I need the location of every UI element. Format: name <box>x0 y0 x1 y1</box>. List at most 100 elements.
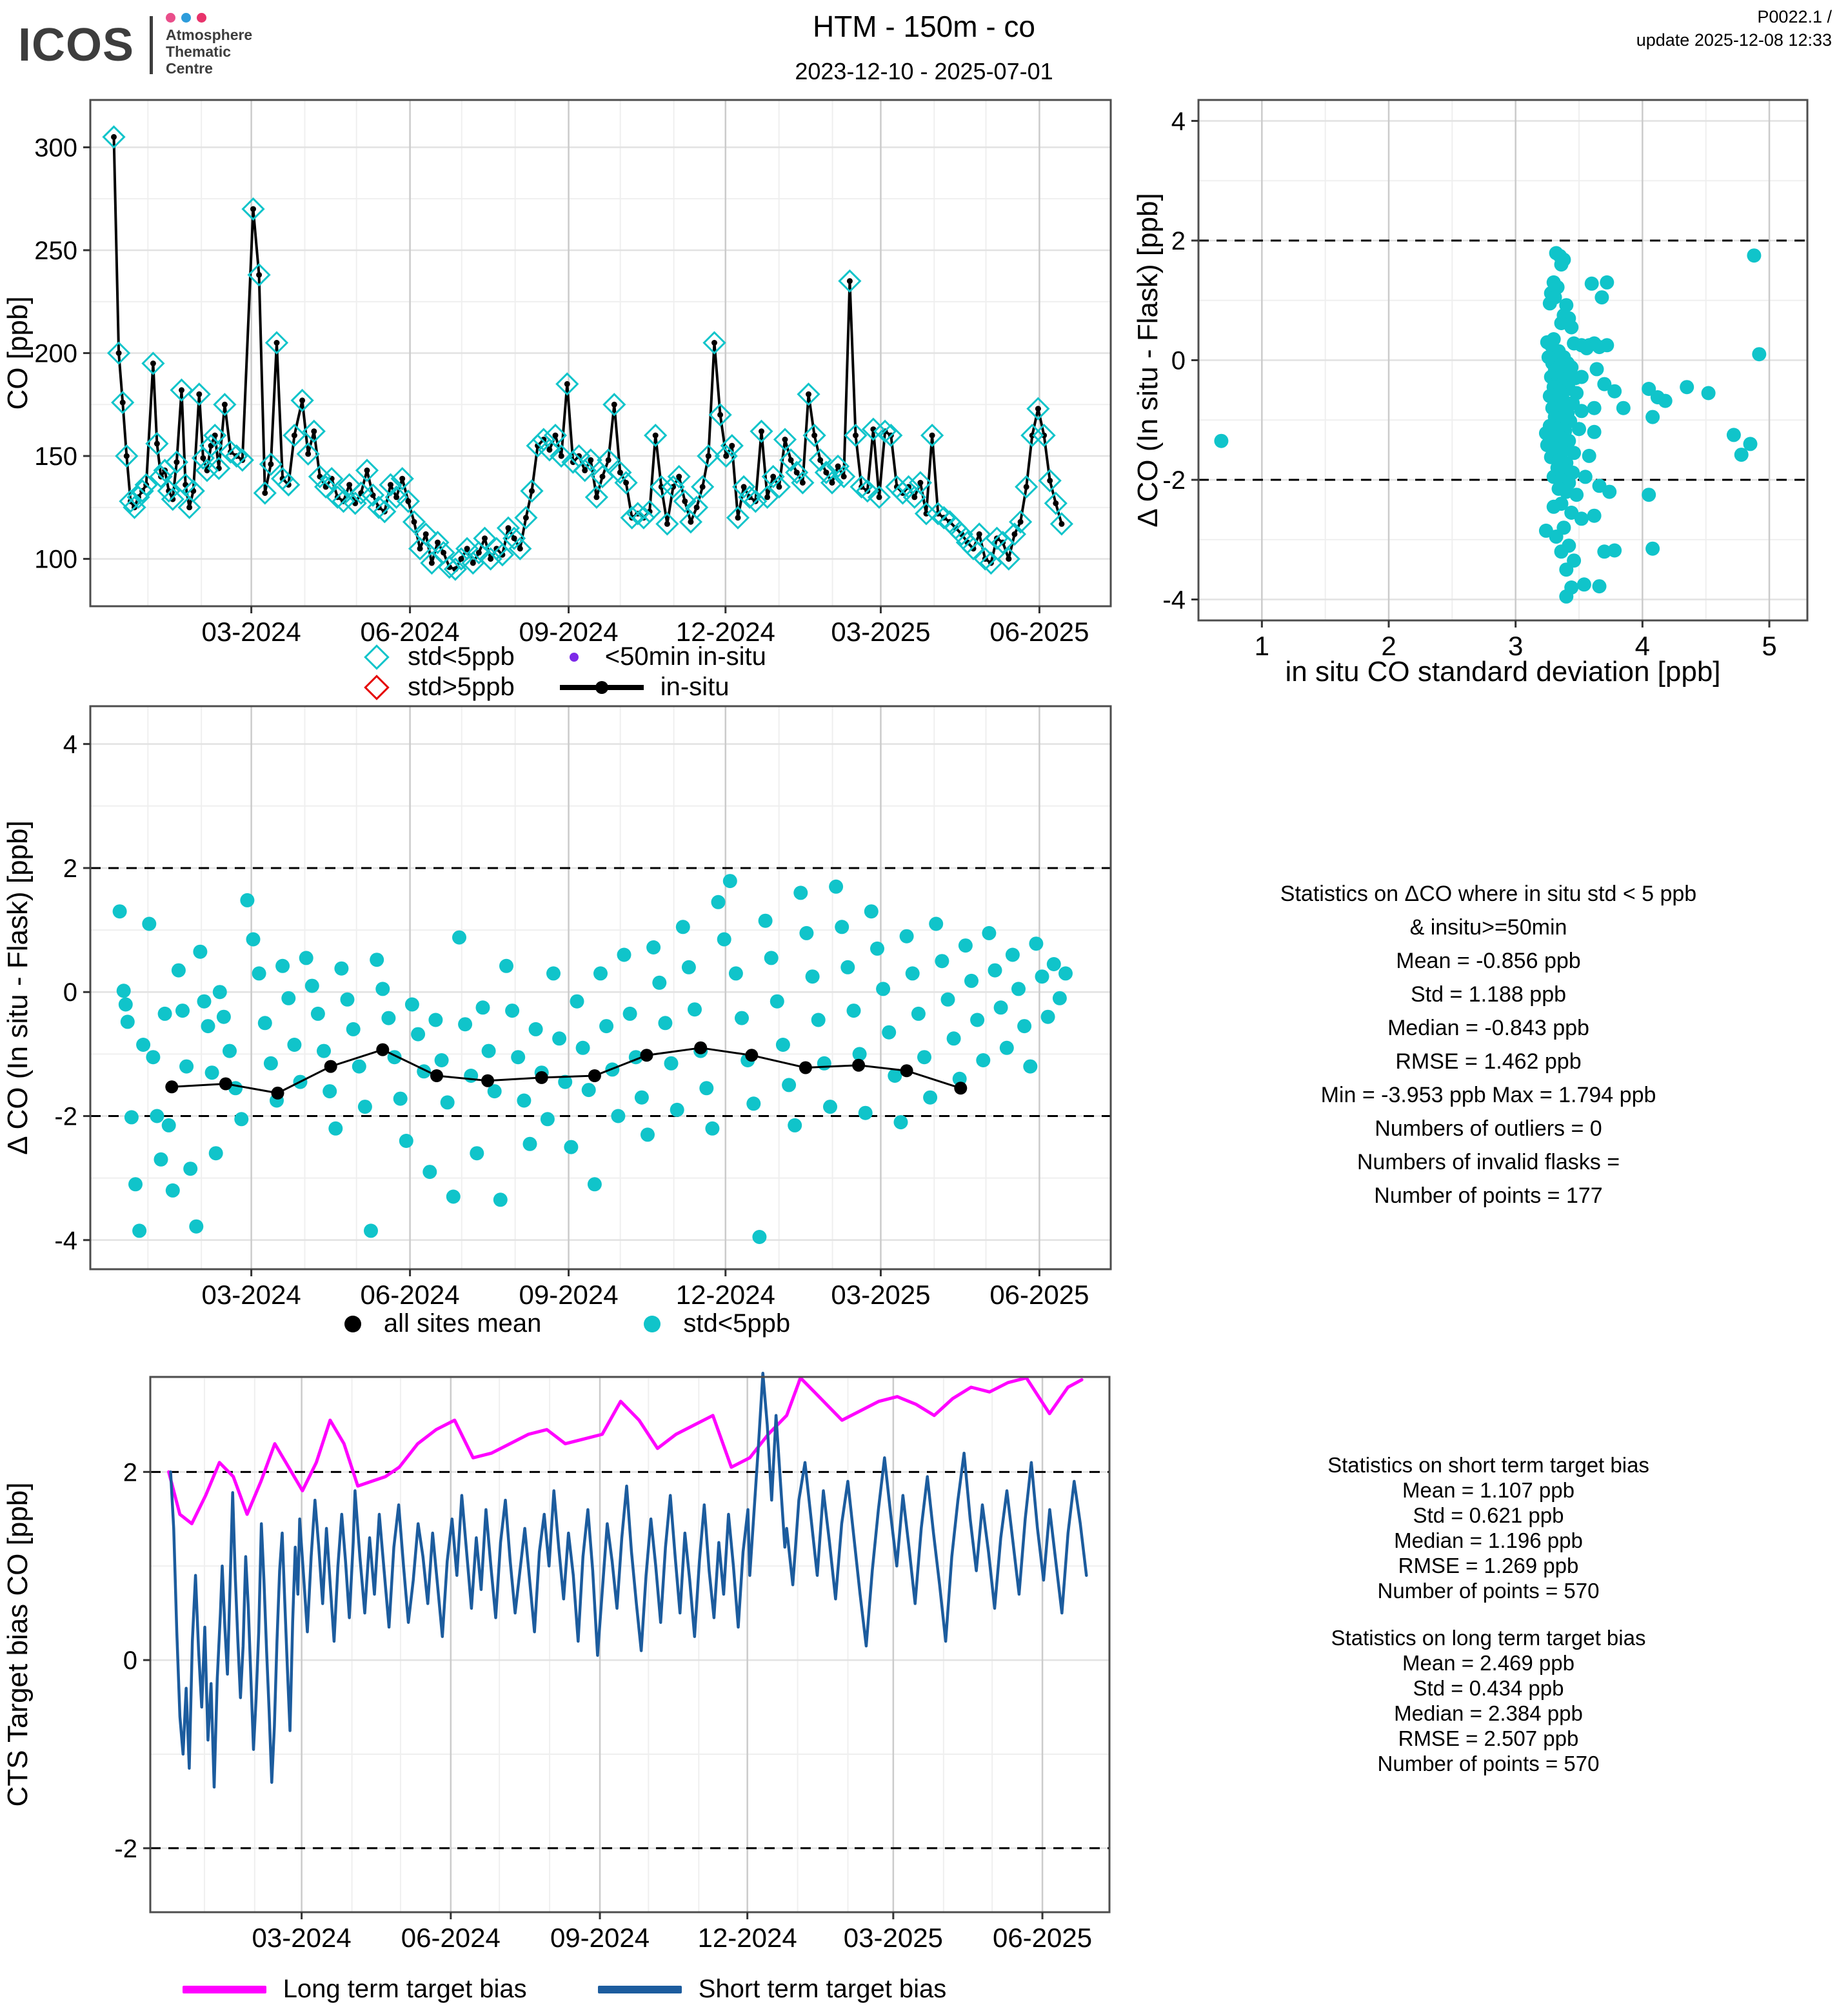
svg-text:03-2025: 03-2025 <box>831 617 930 647</box>
delta-timeseries-chart: -4 -2 0 2 4 03-2024 06-2024 09-2024 12-2024 03-20… <box>2 705 1112 1310</box>
org-line: Atmosphere <box>166 26 253 43</box>
target-bias-statistics: Statistics on short term target bias Mea… <box>1129 1452 1848 1776</box>
svg-text:06-2025: 06-2025 <box>989 1280 1089 1310</box>
stats-points: Number of points = 570 <box>1377 1752 1600 1775</box>
svg-text:06-2024: 06-2024 <box>401 1923 501 1953</box>
legend-label: in-situ <box>660 673 730 701</box>
stats-title: & insitu>=50min <box>1409 915 1567 940</box>
svg-text:CTS Target bias CO [ppb]: CTS Target bias CO [ppb] <box>2 1483 34 1807</box>
svg-text:4: 4 <box>63 731 77 759</box>
header: ICOS Atmosphere Thematic Centre HTM - 15… <box>0 0 1848 90</box>
stats-title: Statistics on ΔCO where in situ std < 5 … <box>1280 882 1697 906</box>
stats-rmse: RMSE = 1.462 ppb <box>1395 1049 1582 1074</box>
svg-text:-2: -2 <box>54 1103 77 1131</box>
svg-text:06-2025: 06-2025 <box>989 617 1089 647</box>
legend-item-std-5ppb: std<5ppb <box>638 1309 790 1338</box>
dot-icon <box>638 1315 666 1332</box>
svg-text:200: 200 <box>34 340 77 368</box>
legend-item--50min-in-situ: <50min in-situ <box>560 642 766 671</box>
svg-text:150: 150 <box>34 442 77 471</box>
stats-points: Number of points = 570 <box>1377 1579 1600 1603</box>
delta-statistics: Statistics on ΔCO where in situ std < 5 … <box>1129 877 1848 1212</box>
svg-text:03-2024: 03-2024 <box>252 1923 352 1953</box>
legend-item-all-sites-mean: all sites mean <box>339 1309 542 1338</box>
stats-outliers: Numbers of outliers = 0 <box>1375 1116 1602 1141</box>
co-timeseries-panel: 100 150 200 250 300 03-2024 06-2024 09-2024 12-2… <box>0 90 1129 709</box>
stats-title: Statistics on long term target bias <box>1331 1626 1646 1650</box>
svg-text:0: 0 <box>1171 347 1186 375</box>
title-block: HTM - 150m - co 2023-12-10 - 2025-07-01 <box>0 9 1848 85</box>
org-name: Atmosphere Thematic Centre <box>166 26 252 77</box>
stats-invalid-flasks: Numbers of invalid flasks = <box>1356 1150 1620 1174</box>
co-timeseries-legend: std<5ppb <50min in-situ std>5ppb in-situ <box>0 642 1129 702</box>
legend-label: std>5ppb <box>408 673 515 701</box>
page-title: HTM - 150m - co <box>812 10 1036 43</box>
svg-text:12-2024: 12-2024 <box>698 1923 797 1953</box>
legend-label: std<5ppb <box>408 642 515 671</box>
svg-text:03-2024: 03-2024 <box>202 1280 301 1310</box>
stats-rmse: RMSE = 1.269 ppb <box>1398 1554 1579 1577</box>
update-timestamp: update 2025-12-08 12:33 <box>1636 30 1832 50</box>
svg-text:2: 2 <box>123 1458 137 1487</box>
delta-timeseries-panel: -4 -2 0 2 4 03-2024 06-2024 09-2024 12-2024 03-20… <box>0 697 1129 1364</box>
svg-text:100: 100 <box>34 546 77 574</box>
svg-text:-2: -2 <box>114 1835 137 1863</box>
stats-mean: Mean = -0.856 ppb <box>1396 949 1581 973</box>
icos-logo-text: ICOS <box>18 19 135 71</box>
stats-std: Std = 1.188 ppb <box>1410 982 1567 1007</box>
stats-mean: Mean = 1.107 ppb <box>1402 1478 1575 1502</box>
svg-text:03-2025: 03-2025 <box>844 1923 943 1953</box>
svg-text:09-2024: 09-2024 <box>519 617 618 647</box>
stats-median: Median = 1.196 ppb <box>1394 1528 1583 1552</box>
svg-text:12-2024: 12-2024 <box>676 617 775 647</box>
line-icon <box>182 1985 266 1993</box>
logo-dots-icon <box>166 13 252 23</box>
svg-text:06-2025: 06-2025 <box>993 1923 1092 1953</box>
stats-mean: Mean = 2.469 ppb <box>1402 1651 1575 1675</box>
delta-vs-std-panel: -4 -2 0 2 4 1 2 3 4 5 Δ CO (In situ - Flask) [ppb]… <box>1129 90 1848 716</box>
stats-title: Statistics on short term target bias <box>1327 1453 1649 1477</box>
target-bias-legend: Long term target bias Short term target b… <box>0 1975 1129 2004</box>
svg-text:250: 250 <box>34 237 77 265</box>
legend-item-in-situ: in-situ <box>559 673 766 702</box>
date-range: 2023-12-10 - 2025-07-01 <box>795 58 1053 84</box>
svg-text:Δ CO (In situ - Flask) [ppb]: Δ CO (In situ - Flask) [ppb] <box>1132 193 1164 527</box>
svg-text:0: 0 <box>63 978 77 1007</box>
svg-text:CO [ppb]: CO [ppb] <box>2 296 34 410</box>
svg-text:12-2024: 12-2024 <box>676 1280 775 1310</box>
legend-label: <50min in-situ <box>604 642 766 671</box>
stats-rmse: RMSE = 2.507 ppb <box>1398 1726 1579 1750</box>
logo-divider <box>150 15 154 74</box>
legend-item-long-term-target-bias: Long term target bias <box>182 1975 527 2004</box>
stats-median: Median = -0.843 ppb <box>1387 1016 1589 1040</box>
version-id: P0022.1 / <box>1757 7 1832 26</box>
legend-item-short-term-target-bias: Short term target bias <box>597 1975 947 2004</box>
target-bias-chart: -2 0 2 03-2024 06-2024 09-2024 12-2024 03-2025 0… <box>2 1371 1111 1953</box>
svg-text:in situ CO standard deviation: in situ CO standard deviation [ppb] <box>1285 656 1720 687</box>
svg-text:1: 1 <box>1255 631 1269 661</box>
svg-text:4: 4 <box>1635 631 1650 661</box>
icos-logo: ICOS Atmosphere Thematic Centre <box>18 13 252 77</box>
svg-text:-2: -2 <box>1162 466 1186 495</box>
stats-median: Median = 2.384 ppb <box>1394 1701 1583 1725</box>
org-line: Centre <box>166 60 213 77</box>
stats-std: Std = 0.434 ppb <box>1413 1676 1564 1700</box>
stats-points: Number of points = 177 <box>1374 1183 1603 1208</box>
stats-minmax: Min = -3.953 ppb Max = 1.794 ppb <box>1320 1083 1656 1107</box>
svg-text:06-2024: 06-2024 <box>361 617 460 647</box>
svg-text:0: 0 <box>123 1646 137 1675</box>
delta-vs-std-chart: -4 -2 0 2 4 1 2 3 4 5 Δ CO (In situ - Flask) [ppb]… <box>1132 99 1809 687</box>
diamond-icon <box>363 674 391 700</box>
svg-text:09-2024: 09-2024 <box>550 1923 650 1953</box>
diamond-icon <box>363 644 391 670</box>
version-info: P0022.1 / update 2025-12-08 12:33 <box>1636 5 1832 52</box>
svg-text:06-2024: 06-2024 <box>361 1280 460 1310</box>
svg-text:2: 2 <box>1171 227 1186 255</box>
legend-label: all sites mean <box>383 1309 542 1338</box>
legend-label: Short term target bias <box>698 1975 947 2003</box>
svg-text:-4: -4 <box>1162 586 1186 615</box>
logo-dot-red-icon <box>197 13 207 23</box>
legend-item-std-5ppb: std<5ppb <box>363 642 515 671</box>
legend-label: Long term target bias <box>283 1975 527 2003</box>
svg-text:300: 300 <box>34 133 77 162</box>
